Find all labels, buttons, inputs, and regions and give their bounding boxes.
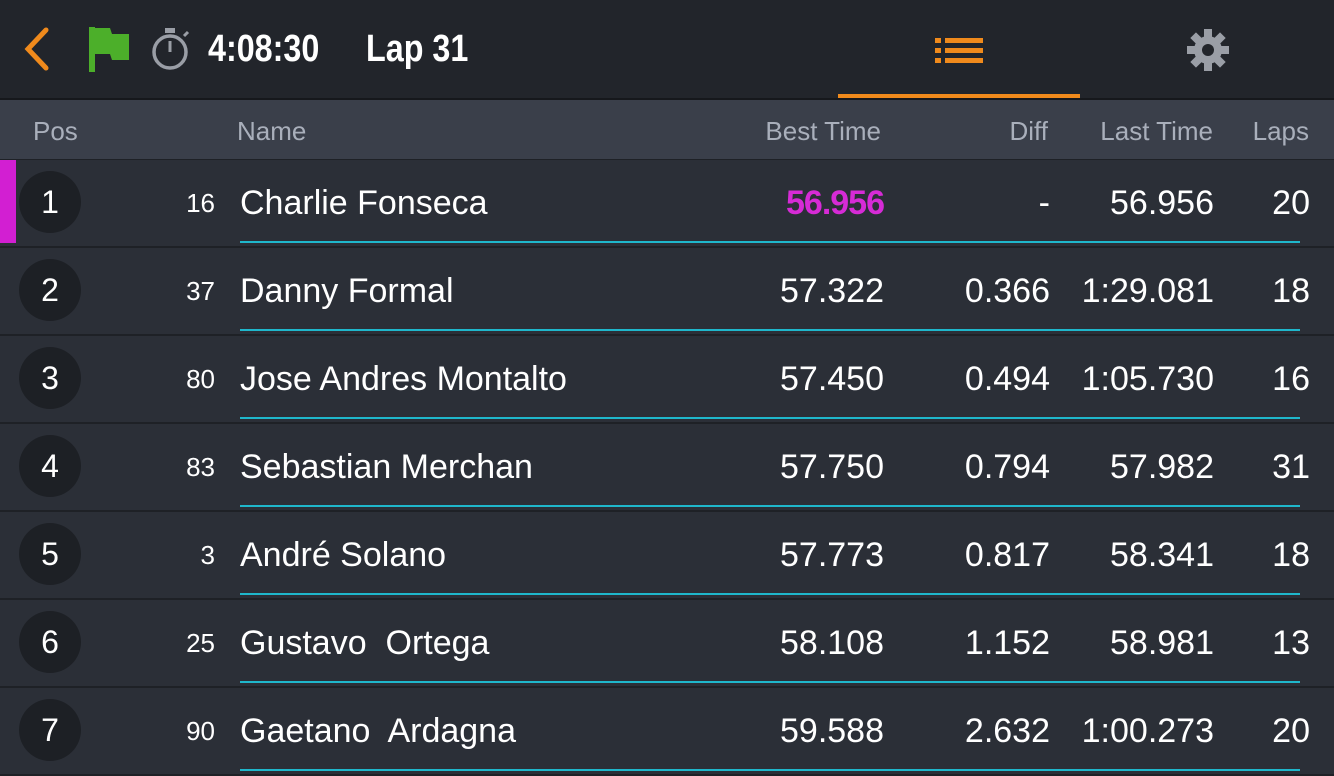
laps: 18: [1272, 536, 1310, 574]
car-number: 3: [200, 540, 215, 570]
row-underline: [240, 681, 1300, 683]
row: [0, 160, 1334, 248]
row: [0, 600, 1334, 688]
best-time: 57.322: [780, 272, 884, 310]
column-label: Best Time: [765, 116, 881, 146]
driver-name: Danny Formal: [240, 272, 454, 310]
last-time: 56.956: [1110, 184, 1214, 222]
diff: 0.366: [964, 272, 1050, 310]
row: [0, 336, 1334, 424]
row-underline: [240, 241, 1300, 243]
list-tab[interactable]: [930, 34, 986, 68]
best-time: 56.956: [786, 184, 885, 222]
driver-name: Gustavo Ortega: [240, 624, 490, 662]
driver-name: Charlie Fonseca: [240, 184, 488, 222]
position: 6: [19, 611, 81, 673]
row-underline: [240, 329, 1300, 331]
column-label: Laps: [1252, 116, 1309, 146]
diff: 1.152: [964, 624, 1050, 662]
car-number: 90: [186, 716, 215, 746]
active-tab-indicator: [838, 94, 1080, 98]
settings-tab[interactable]: [1186, 28, 1230, 72]
row-underline: [240, 769, 1300, 771]
driver-name: Jose Andres Montalto: [240, 360, 567, 398]
row: [0, 424, 1334, 512]
car-number: 16: [186, 188, 215, 218]
column-label: Name: [237, 116, 307, 146]
column-label: Last Time: [1100, 116, 1213, 146]
position: 5: [19, 523, 81, 585]
stopwatch-icon: [152, 28, 190, 70]
best-time: 57.773: [780, 536, 884, 574]
last-time: 58.341: [1110, 536, 1214, 574]
laps: 16: [1272, 360, 1310, 398]
row: [0, 248, 1334, 336]
driver-name: Gaetano Ardagna: [240, 712, 517, 750]
column-header: [0, 100, 1334, 160]
diff: -: [1038, 184, 1050, 222]
top-bar: 4:08:30 Lap 31: [0, 0, 1334, 100]
laps: 13: [1272, 624, 1310, 662]
column-label: Pos: [33, 116, 78, 146]
row-underline: [240, 593, 1300, 595]
car-number: 80: [186, 364, 215, 394]
diff: 2.632: [964, 712, 1050, 750]
race-time: 4:08:30: [208, 28, 320, 70]
laps: 20: [1272, 712, 1310, 750]
last-time: 57.982: [1110, 448, 1214, 486]
last-time: 58.981: [1110, 624, 1214, 662]
column-label: Diff: [1009, 116, 1048, 146]
car-number: 25: [186, 628, 215, 658]
back-button[interactable]: [18, 24, 58, 74]
car-number: 83: [186, 452, 215, 482]
position: 3: [19, 347, 81, 409]
best-time: 58.108: [780, 624, 884, 662]
car-number: 37: [186, 276, 215, 306]
row-underline: [240, 417, 1300, 419]
driver-name: Sebastian Merchan: [240, 448, 533, 486]
driver-name: André Solano: [240, 536, 447, 574]
last-time: 1:00.273: [1081, 712, 1214, 750]
row-underline: [240, 505, 1300, 507]
last-time: 1:05.730: [1081, 360, 1214, 398]
position: 7: [19, 699, 81, 761]
row: [0, 512, 1334, 600]
lap-counter: Lap 31: [366, 28, 469, 70]
laps: 31: [1272, 448, 1310, 486]
position: 4: [19, 435, 81, 497]
laps: 18: [1272, 272, 1310, 310]
position: 1: [19, 171, 81, 233]
laps: 20: [1272, 184, 1310, 222]
diff: 0.817: [964, 536, 1050, 574]
best-time: 57.750: [780, 448, 884, 486]
best-time: 57.450: [780, 360, 884, 398]
best-time: 59.588: [780, 712, 884, 750]
diff: 0.494: [964, 360, 1050, 398]
last-time: 1:29.081: [1081, 272, 1214, 310]
position: 2: [19, 259, 81, 321]
diff: 0.794: [964, 448, 1050, 486]
flag-icon: [89, 27, 129, 72]
leader-marker: [0, 160, 16, 243]
